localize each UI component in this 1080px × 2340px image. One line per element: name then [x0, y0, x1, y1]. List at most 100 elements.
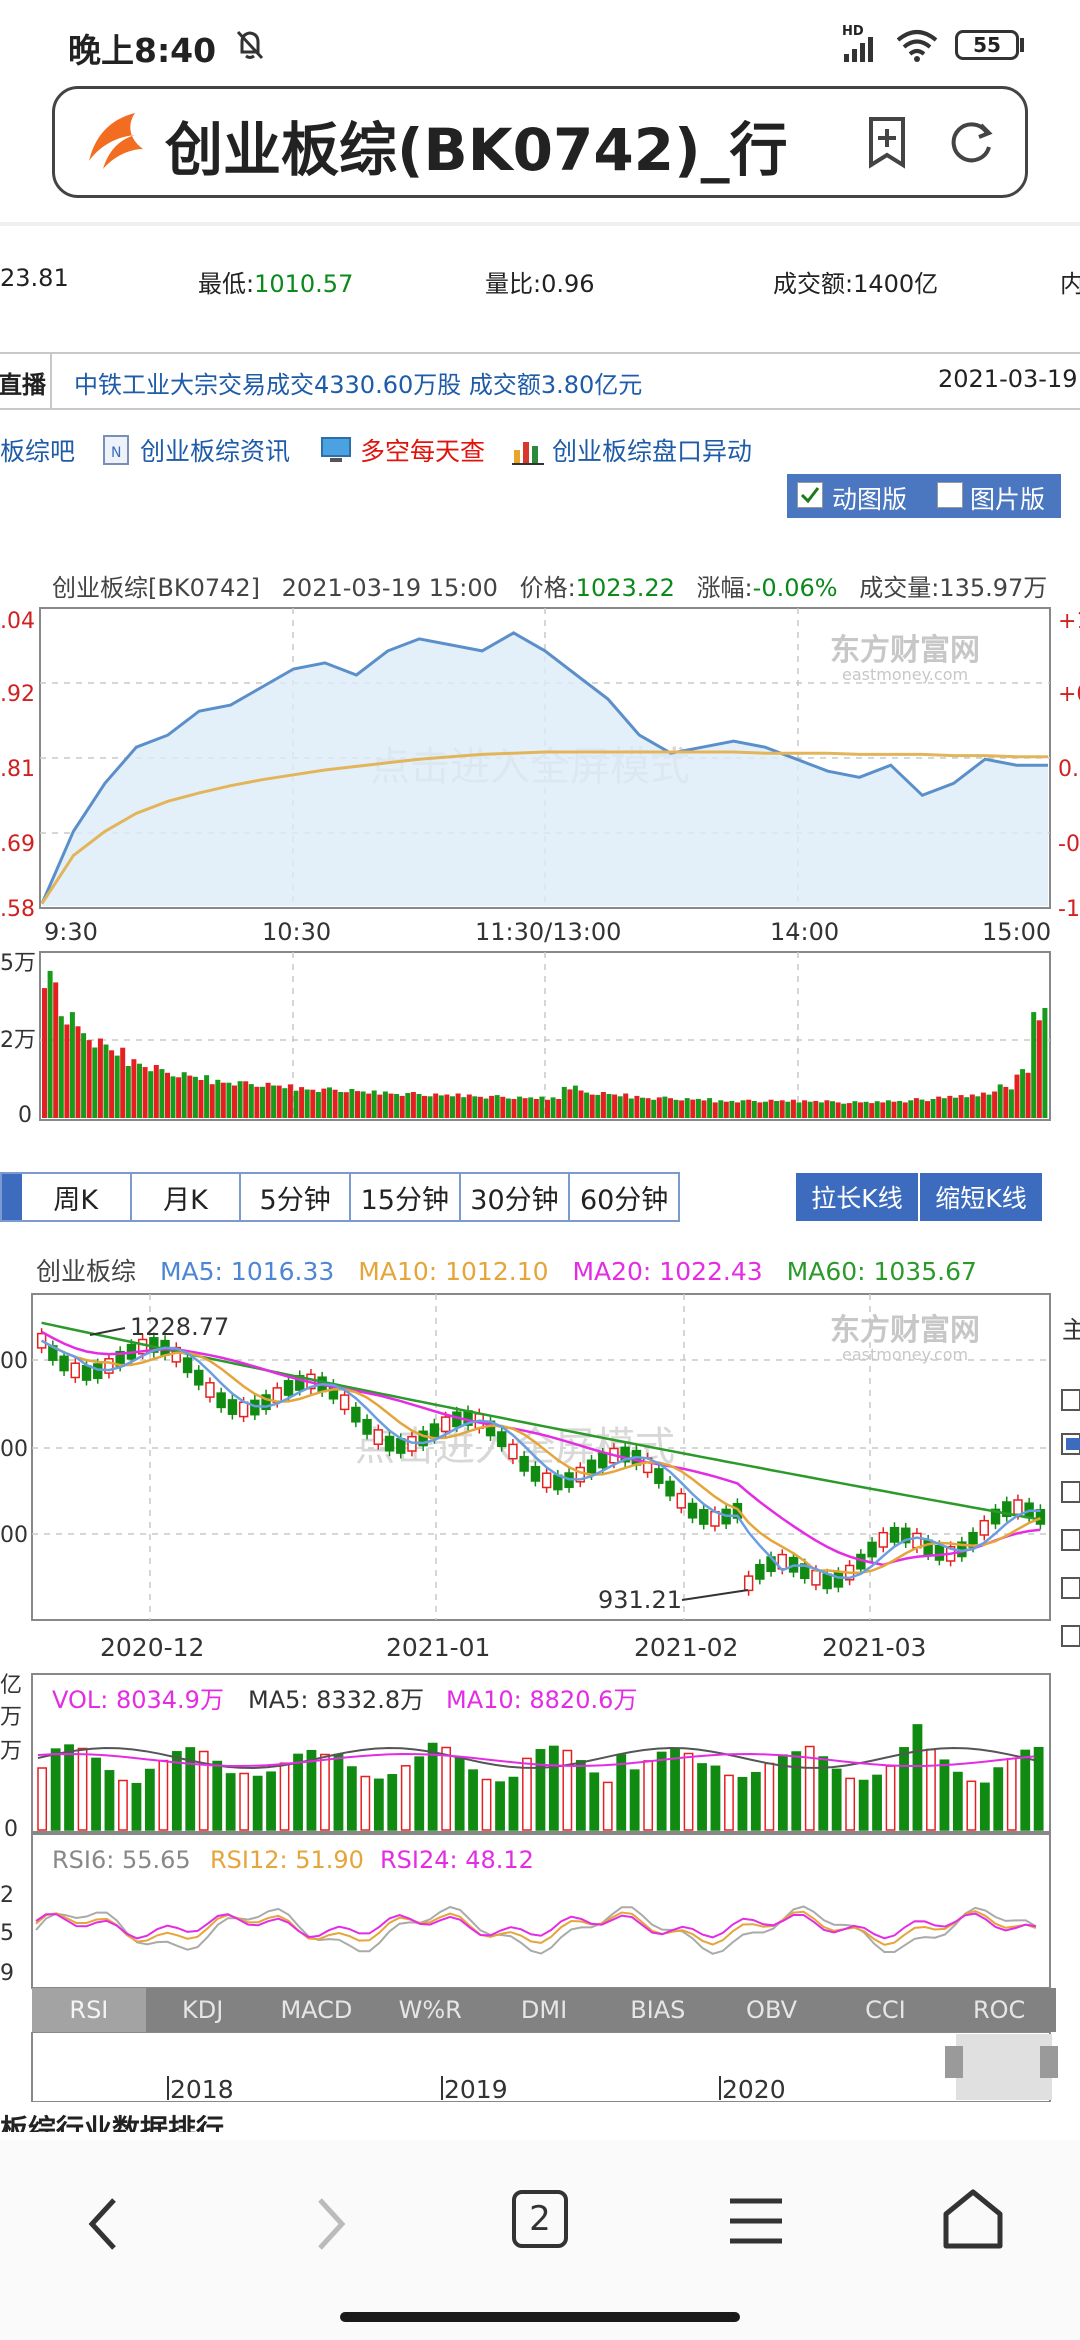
- indicator-tab-dmi[interactable]: DMI: [520, 1996, 568, 2024]
- intraday-volume-bar: [427, 1096, 433, 1118]
- intraday-volume-bar: [595, 1094, 601, 1118]
- animated-view-label[interactable]: 动图版: [832, 485, 908, 514]
- link-intraday-alerts[interactable]: 创业板综盘口异动: [552, 437, 753, 466]
- side-checkbox[interactable]: [1061, 1577, 1080, 1599]
- home-icon[interactable]: [942, 2188, 1004, 2250]
- news-separator: [50, 354, 52, 410]
- intraday-chart[interactable]: 点击进入全屏模式 东方财富网 eastmoney.com .04.92.81.6…: [0, 600, 1080, 1160]
- kline-volume-bar: [333, 1753, 344, 1831]
- refresh-icon[interactable]: [945, 117, 997, 169]
- indicator-tab-wr[interactable]: W%R: [398, 1996, 462, 2024]
- period-tab-5min[interactable]: 5分钟: [241, 1174, 351, 1220]
- vol-ma10-line: [37, 1752, 1035, 1768]
- link-news[interactable]: 创业板综资讯: [140, 437, 291, 466]
- intraday-volume-bar: [528, 1097, 534, 1118]
- intraday-volume-bar: [656, 1097, 662, 1118]
- period-tab-60min[interactable]: 60分钟: [579, 1184, 669, 1216]
- intraday-volume-bar: [276, 1085, 282, 1118]
- change-value: -0.06%: [752, 574, 838, 602]
- intraday-xtick: 15:00: [982, 918, 1051, 946]
- period-tab-month[interactable]: 月K: [132, 1174, 242, 1220]
- indicator-tab-macd[interactable]: MACD: [280, 1996, 353, 2024]
- intraday-volume-bar: [204, 1075, 210, 1118]
- kline-volume-bar: [629, 1769, 640, 1831]
- intraday-volume-bar: [75, 1026, 81, 1118]
- menu-icon[interactable]: [728, 2196, 784, 2246]
- shorten-kline-button[interactable]: 缩短K线: [920, 1173, 1042, 1221]
- candle-body: [93, 1363, 103, 1380]
- intraday-volume-bar: [92, 1047, 98, 1118]
- kline-volume-bar: [414, 1756, 425, 1831]
- tabs-button[interactable]: 2: [512, 2190, 568, 2248]
- side-checkbox[interactable]: [1061, 1625, 1080, 1647]
- image-checkbox[interactable]: [937, 482, 963, 508]
- price-area: [42, 632, 1048, 906]
- kline-volume-bar: [710, 1765, 721, 1831]
- candle-body: [923, 1539, 933, 1556]
- candle-body: [373, 1429, 383, 1445]
- intraday-volume-bar: [874, 1101, 880, 1118]
- intraday-ytick: .69: [0, 832, 35, 857]
- indicator-tab-cci[interactable]: CCI: [865, 1996, 906, 2024]
- intraday-volume-bar: [919, 1099, 925, 1118]
- address-bar[interactable]: 创业板综(BK0742)_行: [52, 86, 1028, 198]
- indicator-tab-roc[interactable]: ROC: [972, 1996, 1026, 2024]
- intraday-header: 创业板综[BK0742] 2021-03-19 15:00 价格:1023.22…: [52, 568, 1047, 603]
- gesture-bar[interactable]: [340, 2312, 740, 2322]
- kline-volume-bar: [548, 1745, 559, 1831]
- intraday-volume-bar: [198, 1080, 204, 1118]
- intraday-volume-bar: [561, 1086, 567, 1118]
- kline-chart[interactable]: 点击进入全屏模式 东方财富网 eastmoney.com 1228.77 931…: [0, 1290, 1080, 1990]
- news-ticker[interactable]: 直播 中铁工业大宗交易成交4330.60万股 成交额3.80亿元 2021-03…: [0, 352, 1080, 410]
- indicator-tab-bias[interactable]: BIAS: [630, 1996, 686, 2024]
- timeline-right-handle[interactable]: [1040, 2046, 1058, 2078]
- news-headline[interactable]: 中铁工业大宗交易成交4330.60万股 成交额3.80亿元: [74, 371, 643, 399]
- intraday-volume-bar: [466, 1094, 472, 1118]
- candle-body: [396, 1438, 406, 1454]
- intraday-volume-bar: [209, 1084, 215, 1118]
- intraday-volume-bar: [779, 1100, 785, 1118]
- lengthen-kline-button[interactable]: 拉长K线: [796, 1173, 918, 1221]
- intraday-volume-bar: [723, 1101, 729, 1118]
- side-checkboxes[interactable]: [1061, 1389, 1080, 1647]
- intraday-volume-bar: [1003, 1086, 1009, 1118]
- intraday-ytick: .81: [0, 757, 35, 782]
- period-tab-15min[interactable]: 15分钟: [351, 1174, 461, 1220]
- side-checkbox[interactable]: [1061, 1433, 1080, 1455]
- candle-body: [822, 1573, 832, 1590]
- intraday-volume-bar: [953, 1097, 958, 1118]
- image-view-label[interactable]: 图片版: [970, 485, 1046, 514]
- intraday-volume-bar: [556, 1099, 562, 1118]
- back-icon[interactable]: [84, 2194, 124, 2254]
- timeline-window[interactable]: [956, 2034, 1052, 2100]
- side-checkbox[interactable]: [1061, 1529, 1080, 1551]
- ma20-legend: MA20: 1022.43: [572, 1257, 763, 1286]
- intraday-volume-bar: [869, 1103, 875, 1118]
- bookmark-add-icon[interactable]: [863, 115, 911, 169]
- intraday-volume-bar: [1025, 1072, 1031, 1118]
- timeline-scroller[interactable]: 2018 2019 2020: [0, 2032, 1080, 2102]
- period-tab-30min[interactable]: 30分钟: [461, 1174, 571, 1220]
- bar-chart-icon: [512, 442, 544, 465]
- kline-volume-bar: [724, 1774, 734, 1831]
- timeline-year-label: 2018: [170, 2075, 234, 2102]
- side-checkbox[interactable]: [1061, 1389, 1080, 1411]
- average-line: [40, 750, 1048, 905]
- link-long-short[interactable]: 多空每天查: [360, 437, 486, 466]
- intraday-ytick: .92: [0, 682, 35, 707]
- high-arrow: [89, 1327, 126, 1336]
- indicator-tab-rsi[interactable]: RSI: [32, 1988, 146, 2032]
- timeline-left-handle[interactable]: [945, 2046, 963, 2078]
- forward-icon[interactable]: [310, 2194, 350, 2254]
- link-forum[interactable]: 板综吧: [0, 437, 76, 466]
- period-tab-week[interactable]: 周K: [22, 1174, 132, 1220]
- candle-body: [676, 1492, 686, 1509]
- indicator-tab-obv[interactable]: OBV: [746, 1996, 798, 2024]
- intraday-volume-bar: [785, 1101, 791, 1118]
- indicator-tab-kdj[interactable]: KDJ: [182, 1996, 224, 2024]
- intraday-volume-bar: [355, 1091, 360, 1118]
- ma10-legend: MA10: 1012.10: [358, 1257, 549, 1286]
- kline-volume-bar: [427, 1742, 438, 1831]
- side-checkbox[interactable]: [1061, 1481, 1080, 1503]
- animated-checkbox[interactable]: [797, 482, 823, 508]
